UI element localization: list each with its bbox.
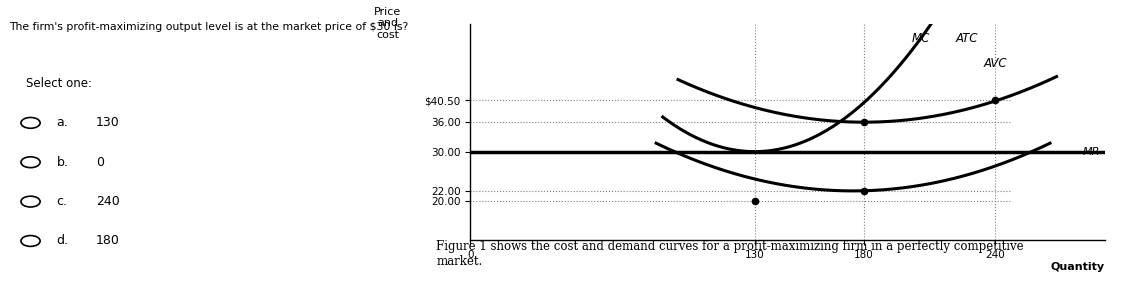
Text: a.: a.: [57, 116, 68, 129]
Text: Quantity: Quantity: [1050, 262, 1105, 272]
Text: 240: 240: [96, 195, 120, 208]
Text: 0: 0: [96, 156, 104, 169]
Text: Select one:: Select one:: [26, 77, 92, 90]
Text: 130: 130: [96, 116, 120, 129]
Text: ATC: ATC: [955, 32, 978, 45]
Text: b.: b.: [57, 156, 69, 169]
Text: Price
and
cost: Price and cost: [374, 7, 401, 40]
Text: The firm's profit-maximizing output level is at the market price of $30 is?: The firm's profit-maximizing output leve…: [9, 22, 408, 32]
Text: MR: MR: [1083, 147, 1100, 157]
Text: 180: 180: [96, 235, 120, 248]
Text: AVC: AVC: [983, 57, 1007, 70]
Text: c.: c.: [57, 195, 68, 208]
Text: d.: d.: [57, 235, 69, 248]
Text: MC: MC: [912, 32, 930, 45]
Text: Figure 1 shows the cost and demand curves for a profit-maximizing firm in a perf: Figure 1 shows the cost and demand curve…: [436, 240, 1024, 268]
